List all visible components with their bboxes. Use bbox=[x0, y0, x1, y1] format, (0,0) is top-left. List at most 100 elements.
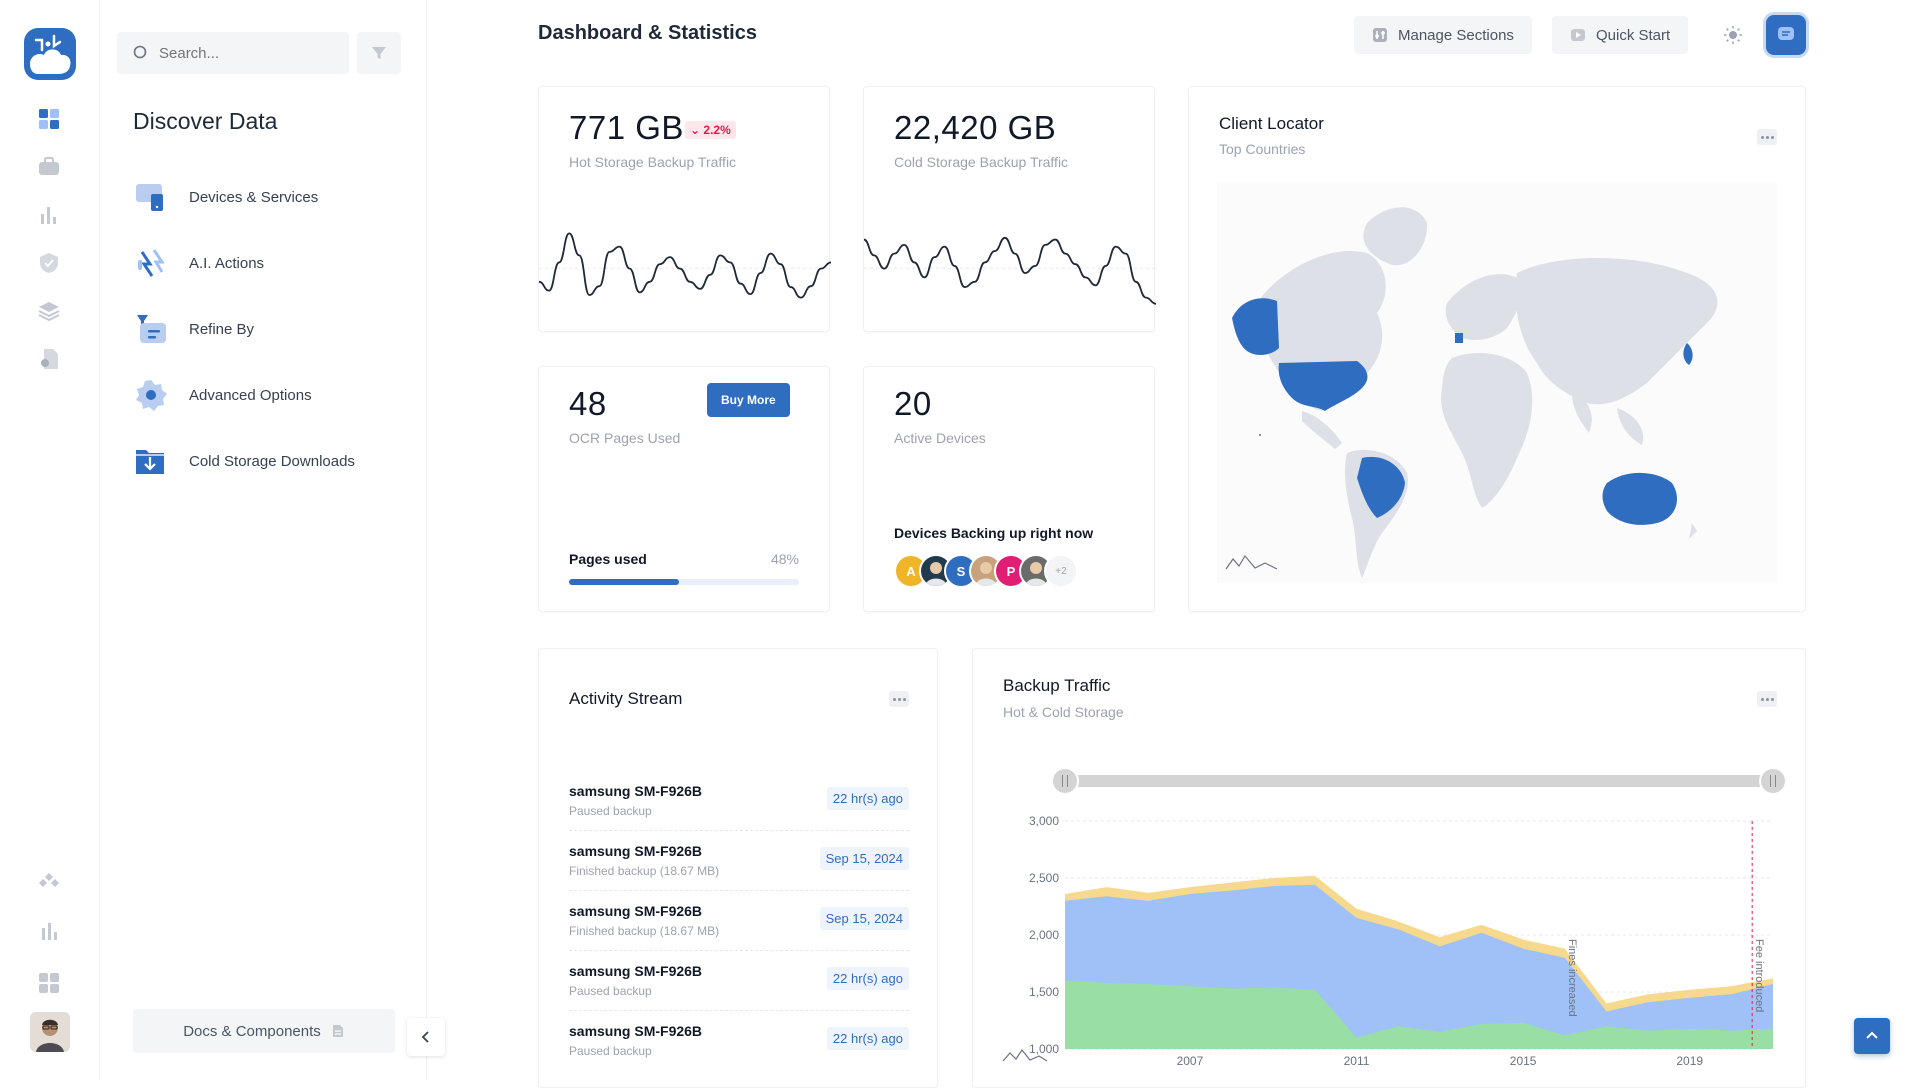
nav-item-ai-actions[interactable]: A.I. Actions bbox=[133, 230, 403, 296]
panel-title: Discover Data bbox=[133, 108, 278, 134]
activity-row[interactable]: samsung SM-F926B Paused backup 22 hr(s) … bbox=[569, 1011, 909, 1071]
collapse-panel-button[interactable] bbox=[407, 1018, 445, 1056]
ocr-pages-label: OCR Pages Used bbox=[569, 430, 681, 446]
settings-gear-icon bbox=[133, 377, 169, 413]
apps-icon[interactable] bbox=[36, 970, 62, 996]
activity-status: Paused backup bbox=[569, 1044, 652, 1058]
nav-label: A.I. Actions bbox=[189, 254, 265, 272]
sparkline-series bbox=[864, 236, 1156, 305]
icon-rail bbox=[0, 0, 100, 1080]
central-america-shape bbox=[1302, 411, 1342, 449]
quick-start-button[interactable]: Quick Start bbox=[1552, 16, 1689, 54]
activity-row[interactable]: samsung SM-F926B Paused backup 22 hr(s) … bbox=[569, 951, 909, 1011]
backup-traffic-card: Backup Traffic Hot & Cold Storage 1,000 1… bbox=[972, 648, 1806, 1088]
dashboard-icon[interactable] bbox=[36, 106, 62, 132]
scroll-to-top-button[interactable] bbox=[1854, 1018, 1890, 1054]
discover-panel: Discover Data Devices & Services A.I. Ac… bbox=[101, 0, 445, 1080]
app-logo-icon[interactable] bbox=[24, 28, 76, 80]
document-icon bbox=[332, 1025, 343, 1037]
brazil-shape bbox=[1357, 456, 1405, 518]
chat-button[interactable] bbox=[1766, 15, 1806, 55]
activity-time-badge: 22 hr(s) ago bbox=[826, 787, 909, 810]
range-slider-handle[interactable] bbox=[1759, 767, 1787, 795]
filter-button[interactable] bbox=[357, 32, 401, 74]
activity-row[interactable]: samsung SM-F926B Finished backup (18.67 … bbox=[569, 831, 909, 891]
sliders-icon bbox=[1373, 28, 1387, 42]
japan-shape bbox=[1683, 343, 1693, 365]
theme-toggle-sun-icon[interactable] bbox=[1720, 22, 1746, 48]
cold-storage-value: 22,420 GB bbox=[894, 109, 1057, 146]
docs-label: Docs & Components bbox=[183, 1022, 321, 1040]
grid-diamond-icon[interactable] bbox=[36, 868, 62, 894]
nav-label: Refine By bbox=[189, 320, 255, 338]
x-tick-label: 2019 bbox=[1676, 1054, 1703, 1068]
activity-status: Finished backup (18.67 MB) bbox=[569, 864, 720, 878]
chevron-down-icon: ⌄ bbox=[690, 123, 701, 137]
south-asia-shape bbox=[1572, 393, 1644, 445]
cold-storage-label: Cold Storage Backup Traffic bbox=[894, 154, 1069, 170]
nav-label: Cold Storage Downloads bbox=[189, 452, 355, 470]
range-slider-track[interactable] bbox=[1065, 775, 1773, 787]
more-options-icon[interactable] bbox=[1757, 691, 1777, 707]
search-icon bbox=[133, 45, 147, 59]
activity-row[interactable]: samsung SM-F926B Finished backup (18.67 … bbox=[569, 891, 909, 951]
activity-status: Finished backup (18.67 MB) bbox=[569, 924, 720, 938]
nav-item-refine-by[interactable]: Refine By bbox=[133, 296, 403, 362]
activity-row[interactable]: samsung SM-F926B Paused backup 22 hr(s) … bbox=[569, 771, 909, 831]
annotation-label: Fee introduced bbox=[1753, 939, 1765, 1012]
activity-device: samsung SM-F926B bbox=[569, 903, 703, 919]
more-options-icon[interactable] bbox=[1757, 129, 1777, 145]
hot-storage-delta: 2.2% bbox=[703, 123, 731, 137]
buy-more-button[interactable]: Buy More bbox=[707, 383, 790, 417]
manage-sections-button[interactable]: Manage Sections bbox=[1354, 16, 1532, 54]
france-shape bbox=[1455, 333, 1463, 343]
layers-icon[interactable] bbox=[36, 298, 62, 324]
activity-device: samsung SM-F926B bbox=[569, 843, 703, 859]
more-avatars-count[interactable]: +2 bbox=[1044, 554, 1078, 588]
hot-storage-sparkline bbox=[539, 232, 831, 299]
cold-storage-card: 22,420 GB Cold Storage Backup Traffic bbox=[863, 86, 1156, 332]
user-avatar[interactable] bbox=[30, 1012, 70, 1052]
document-user-icon[interactable] bbox=[36, 346, 62, 372]
nav-item-advanced-options[interactable]: Advanced Options bbox=[133, 362, 403, 428]
activity-device: samsung SM-F926B bbox=[569, 783, 703, 799]
search-box[interactable] bbox=[117, 32, 349, 74]
nav-item-cold-storage-downloads[interactable]: Cold Storage Downloads bbox=[133, 428, 403, 494]
search-input[interactable] bbox=[159, 44, 329, 62]
range-slider-handle[interactable] bbox=[1051, 767, 1079, 795]
y-tick-label: 2,500 bbox=[1029, 871, 1059, 885]
device-avatar-stack: A S P +2 bbox=[894, 554, 1078, 588]
shield-check-icon[interactable] bbox=[36, 250, 62, 276]
pages-progress-fill bbox=[569, 579, 680, 585]
briefcase-icon[interactable] bbox=[36, 154, 62, 180]
x-tick-label: 2015 bbox=[1510, 1054, 1537, 1068]
area-series-0 bbox=[1065, 980, 1773, 1049]
bar-chart-icon[interactable] bbox=[36, 202, 62, 228]
discover-nav: Devices & Services A.I. Actions Refine B… bbox=[133, 164, 403, 494]
activity-list: samsung SM-F926B Paused backup 22 hr(s) … bbox=[569, 771, 909, 1071]
pages-progress-bar bbox=[569, 579, 799, 585]
usa-shape bbox=[1278, 361, 1368, 411]
asia-shape bbox=[1515, 258, 1718, 405]
alaska-shape bbox=[1232, 298, 1279, 355]
active-devices-card: 20 Active Devices Devices Backing up rig… bbox=[863, 366, 1155, 612]
active-devices-label: Active Devices bbox=[894, 430, 986, 446]
more-options-icon[interactable] bbox=[889, 691, 909, 707]
stats-icon[interactable] bbox=[36, 918, 62, 944]
nav-item-devices-services[interactable]: Devices & Services bbox=[133, 164, 403, 230]
range-slider-grip bbox=[1770, 775, 1776, 787]
chat-icon bbox=[1778, 27, 1794, 40]
client-locator-card: Client Locator Top Countries bbox=[1188, 86, 1806, 612]
devices-icon bbox=[133, 179, 169, 215]
x-tick-label: 2011 bbox=[1344, 1054, 1370, 1068]
hot-storage-delta-badge: ⌄ 2.2% bbox=[685, 121, 736, 139]
client-locator-subtitle: Top Countries bbox=[1219, 141, 1306, 157]
activity-time-badge: 22 hr(s) ago bbox=[826, 1027, 909, 1050]
active-devices-value: 20 bbox=[894, 385, 932, 422]
play-icon bbox=[1571, 29, 1585, 41]
refine-icon bbox=[133, 311, 169, 347]
africa-shape bbox=[1441, 353, 1533, 508]
cold-storage-sparkline bbox=[864, 236, 1156, 305]
activity-device: samsung SM-F926B bbox=[569, 963, 703, 979]
docs-components-button[interactable]: Docs & Components bbox=[133, 1009, 395, 1053]
